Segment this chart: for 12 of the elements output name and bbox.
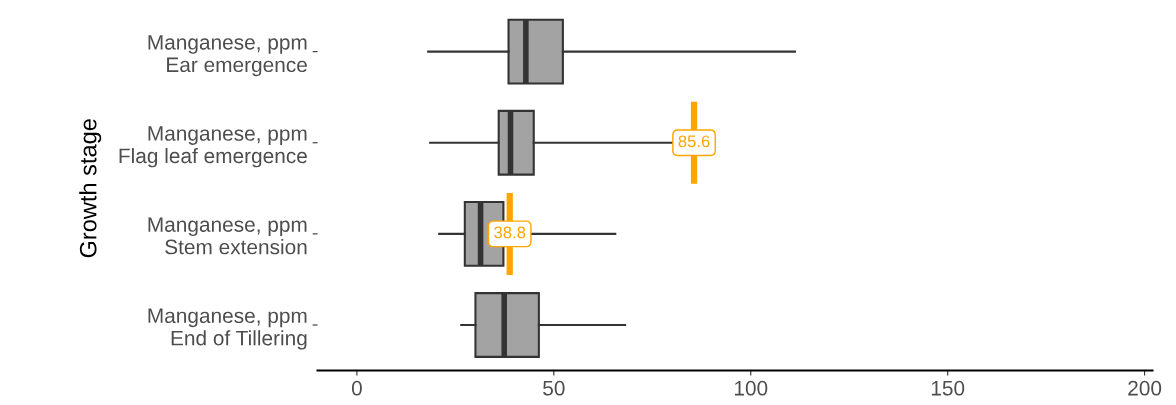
annotation: 38.8 <box>494 226 526 239</box>
x-tick-label: 100 <box>734 380 768 396</box>
x-tick-label: 200 <box>1128 380 1162 396</box>
y-tick-label: Manganese, ppm Stem extension <box>148 217 307 255</box>
y-tick-label: Manganese, ppm End of Tillering <box>148 308 307 350</box>
x-tick-label: 0 <box>351 380 362 396</box>
x-tick-label: 50 <box>543 380 565 396</box>
y-axis-title: Growth stage <box>79 119 102 258</box>
annotation: 85.6 <box>678 135 710 148</box>
y-tick-label: Manganese, ppm Flag leaf emergence <box>119 126 307 168</box>
y-tick-label: Manganese, ppm Ear emergence <box>148 35 307 77</box>
x-tick-label: 150 <box>931 380 965 396</box>
